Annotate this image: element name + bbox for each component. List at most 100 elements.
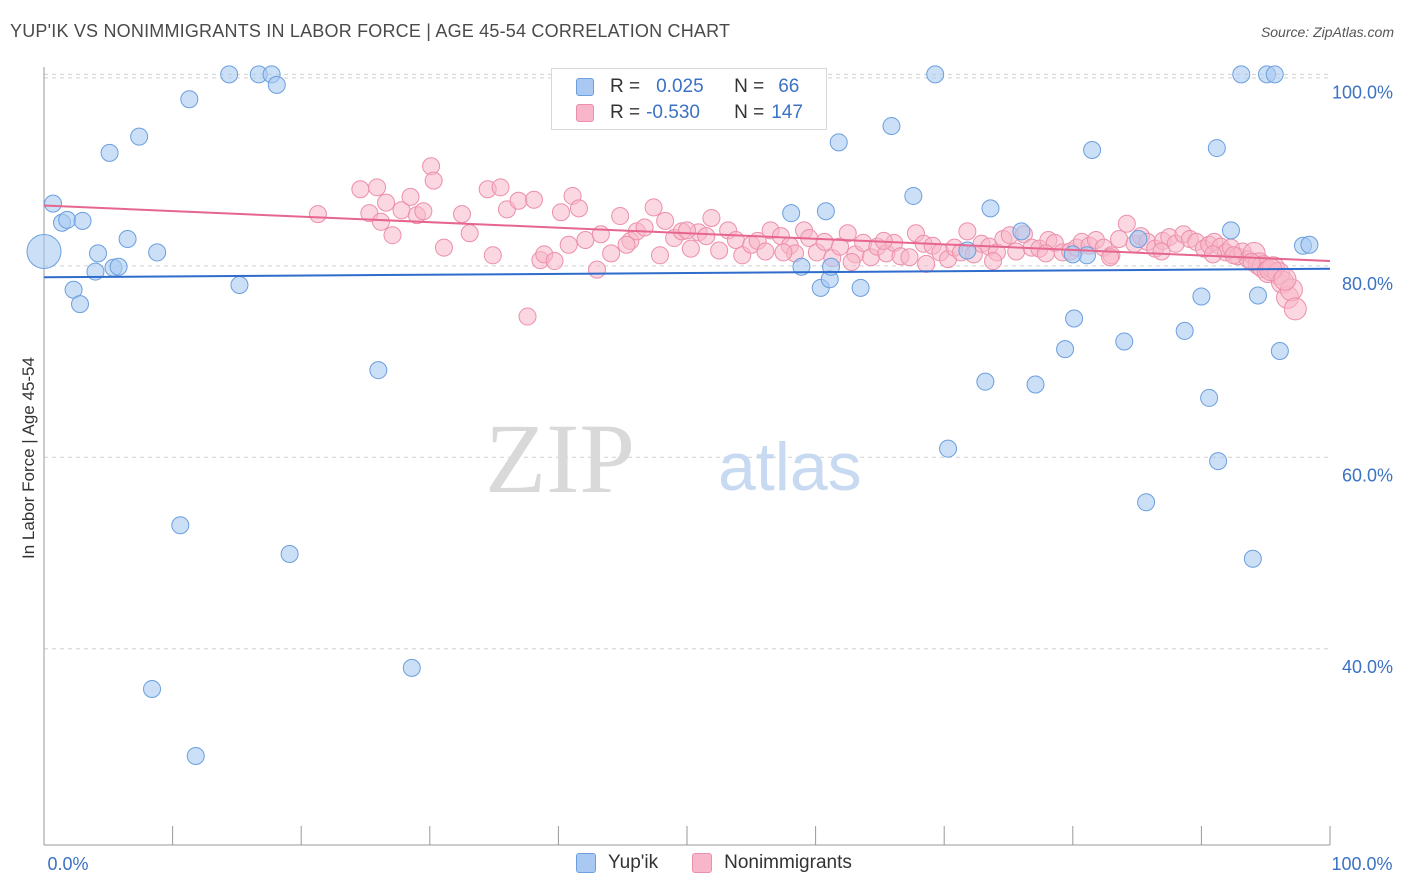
nonimmigrants-point — [1152, 242, 1171, 261]
nonimmigrants-point — [460, 224, 479, 243]
nonimmigrants-point — [917, 254, 936, 273]
nonimmigrants-point — [1007, 242, 1026, 261]
nonimmigrants-point — [617, 235, 636, 254]
yupik-point — [86, 262, 105, 281]
nonimmigrants-point — [351, 180, 370, 199]
watermark-atlas: atlas — [718, 429, 862, 505]
nonimmigrants-point — [1203, 245, 1222, 264]
nonimmigrants-point — [308, 205, 327, 224]
yupik-point — [1063, 245, 1082, 264]
nonimmigrants-point — [524, 190, 543, 209]
yupik-point — [1012, 222, 1031, 241]
axes — [43, 67, 1331, 846]
watermark-zip: ZIP — [485, 403, 635, 514]
nonimmigrants-point — [1117, 214, 1136, 233]
stats-legend: R = 0.025 N = 66 R = -0.530 N = 147 — [551, 68, 827, 130]
yupik-point — [220, 65, 239, 84]
nonimmigrants-point — [831, 237, 850, 256]
r-value: -0.530 — [646, 102, 700, 123]
yupik-points — [26, 65, 1319, 765]
nonimmigrants-swatch — [576, 104, 594, 122]
yupik-point — [816, 202, 835, 221]
y-tick-label: 40.0% — [1342, 657, 1393, 677]
yupik-point — [73, 211, 92, 230]
yupik-point — [171, 516, 190, 535]
yupik-point — [1232, 65, 1251, 84]
legend-row-nonimmigrants: R = -0.530 N = 147 — [576, 101, 803, 125]
source-attribution: Source: ZipAtlas.com — [1260, 24, 1394, 40]
nonimmigrants-point — [1242, 252, 1261, 271]
yupik-point — [829, 133, 848, 152]
yupik-point — [71, 295, 90, 314]
y-axis-label: In Labor Force | Age 45-54 — [19, 357, 38, 559]
nonimmigrants-point — [452, 205, 471, 224]
nonimmigrants-point — [551, 203, 570, 222]
nonimmigrants-point — [702, 208, 721, 227]
y-tick-label: 80.0% — [1342, 274, 1393, 294]
yupik-point — [976, 372, 995, 391]
yupik-point — [186, 746, 205, 765]
nonimmigrants-point — [559, 235, 578, 254]
yupik-point — [926, 65, 945, 84]
yupik-point — [1209, 452, 1228, 471]
nonimmigrants-point — [1283, 297, 1307, 321]
yupik-point — [1207, 139, 1226, 158]
yupik-point — [792, 257, 811, 276]
legend-item-nonimmigrants: Nonimmigrants — [692, 852, 852, 874]
yupik-point — [1200, 388, 1219, 407]
yupik-point — [1065, 309, 1084, 328]
nonimmigrants-trend-line — [43, 204, 1331, 263]
nonimmigrants-point — [368, 178, 387, 197]
yupik-point — [369, 361, 388, 380]
yupik-point — [267, 75, 286, 94]
yupik-point — [1265, 65, 1284, 84]
n-value: 66 — [778, 76, 800, 97]
watermark: ZIP atlas — [485, 403, 862, 514]
nonimmigrants-point — [774, 243, 793, 262]
nonimmigrants-point — [569, 199, 588, 218]
yupik-point — [230, 275, 249, 294]
yupik-point — [58, 210, 77, 229]
nonimmigrants-point — [650, 246, 669, 265]
yupik-point — [89, 244, 108, 263]
legend-label-nonimmigrants: Nonimmigrants — [724, 852, 852, 873]
nonimmigrants-point — [710, 241, 729, 260]
nonimmigrants-point — [509, 191, 528, 210]
yupik-point — [180, 90, 199, 109]
yupik-point — [1221, 221, 1240, 240]
nonimmigrants-point — [591, 225, 610, 244]
nonimmigrants-point — [1101, 248, 1120, 267]
yupik-point — [118, 230, 137, 249]
yupik-point — [882, 117, 901, 136]
yupik-point — [782, 204, 801, 223]
gridlines — [44, 73, 1330, 650]
r-label: R = — [610, 76, 641, 97]
nonimmigrants-point — [483, 246, 502, 265]
trend-lines — [43, 204, 1331, 279]
nonimmigrants-points — [308, 157, 1307, 326]
n-value: 147 — [771, 102, 803, 123]
nonimmigrants-point — [518, 307, 537, 326]
nonimmigrants-point — [1110, 230, 1129, 249]
n-label: N = — [734, 102, 765, 123]
nonimmigrants-point — [545, 252, 564, 271]
yupik-point — [26, 233, 62, 269]
nonimmigrants-point — [656, 211, 675, 230]
r-label: R = — [610, 102, 641, 123]
yupik-point — [1137, 493, 1156, 512]
nonimmigrants-point — [491, 178, 510, 197]
nonimmigrants-point — [726, 230, 745, 249]
nonimmigrants-point — [377, 193, 396, 212]
nonimmigrants-point — [434, 238, 453, 257]
nonimmigrants-point — [756, 242, 775, 261]
nonimmigrants-point — [587, 260, 606, 279]
nonimmigrants-point — [697, 227, 716, 246]
yupik-point — [1192, 287, 1211, 306]
x-tick-label: 100.0% — [1331, 854, 1392, 874]
nonimmigrants-point — [635, 218, 654, 237]
yupik-point — [1056, 340, 1075, 359]
nonimmigrants-point — [958, 222, 977, 241]
yupik-point — [402, 658, 421, 677]
yupik-point — [100, 143, 119, 162]
